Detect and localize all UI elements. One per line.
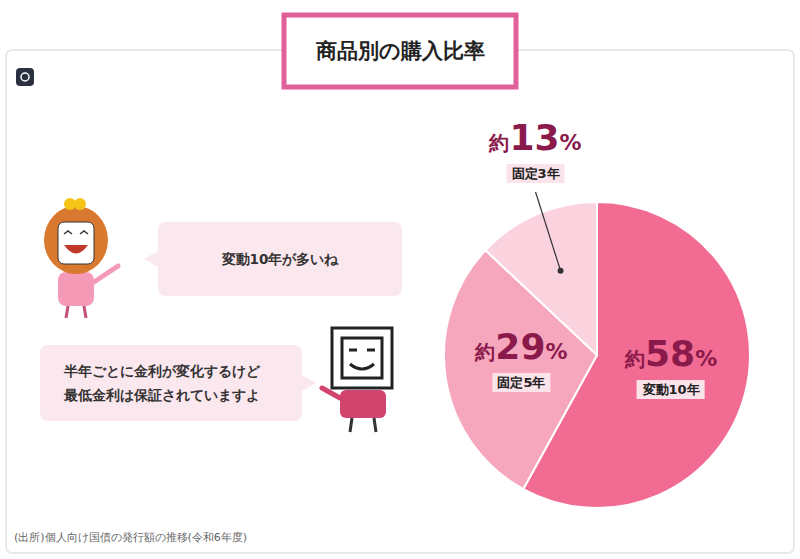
category-label: 固定3年: [512, 166, 560, 181]
girl-mouth: [64, 245, 88, 254]
data-label: 約58%: [624, 333, 717, 374]
data-label-part: 約: [474, 340, 495, 364]
data-label-part: %: [695, 346, 717, 371]
labels: 約58%変動10年約29%固定5年約13%固定3年: [474, 117, 717, 399]
data-label-part: 約: [624, 347, 645, 371]
speech-bubble: 半年ごとに金利が変化するけど最低金利は保証されていますよ: [40, 345, 316, 421]
data-label-part: 58: [645, 333, 695, 374]
leader-dot: [558, 268, 564, 274]
annotation: 変動10年が多いね: [221, 251, 340, 267]
girl-leg: [84, 306, 86, 318]
category-label: 固定5年: [497, 375, 545, 390]
bubble-tail: [300, 374, 316, 392]
speech-bubble: 変動10年が多いね: [144, 222, 402, 296]
robot-arm: [322, 388, 340, 398]
girl-body: [58, 272, 94, 306]
annotation: 半年ごとに金利が変化するけど最低金利は保証されていますよ: [63, 363, 261, 403]
icon-mark: [21, 73, 29, 81]
robot-face: [349, 350, 375, 369]
robot-frame: [342, 338, 382, 378]
page-root: 商品別の購入比率約58%変動10年約29%固定5年約13%固定3年変動10年が多…: [0, 0, 800, 559]
annotation-line: 半年ごとに金利が変化するけど: [63, 363, 261, 379]
character-robot: [322, 328, 392, 432]
data-label-part: 約: [488, 131, 509, 155]
category-box: [637, 380, 705, 399]
annotation-line: 最低金利は保証されていますよ: [63, 387, 260, 403]
robot-leg: [350, 418, 352, 432]
girl-hair: [44, 206, 108, 274]
title: 商品別の購入比率: [315, 39, 485, 63]
data-label-part: %: [545, 339, 567, 364]
category-label: 変動10年: [642, 382, 700, 397]
frame: [6, 50, 794, 553]
pie: [444, 202, 750, 508]
leader-line: [536, 192, 561, 271]
girl-leg: [66, 306, 68, 318]
category-box: [507, 164, 565, 183]
robot-head: [332, 328, 392, 388]
chart-svg: 商品別の購入比率約58%変動10年約29%固定5年約13%固定3年変動10年が多…: [0, 0, 800, 559]
robot-body: [340, 390, 386, 418]
annotation-line: 変動10年が多いね: [221, 251, 340, 267]
girl-arm: [94, 266, 118, 282]
title-box: [284, 15, 516, 87]
source: (出所)個人向け国債の発行額の推移(令和6年度): [14, 531, 247, 544]
girl-face: [58, 222, 94, 264]
data-label: 約13%: [488, 117, 581, 158]
bubble-tail: [144, 250, 160, 268]
robot-leg: [374, 418, 376, 432]
girl-ribbon: [74, 198, 86, 210]
title-group: 商品別の購入比率: [284, 15, 516, 87]
data-label: 約29%: [474, 326, 567, 367]
character-girl: [44, 198, 118, 318]
data-label-part: 13: [509, 117, 559, 158]
icon: [16, 68, 34, 86]
bubble-body: [158, 222, 402, 296]
category-box: [492, 373, 550, 392]
girl-eyes: [64, 231, 88, 234]
data-label-part: %: [560, 130, 582, 155]
bubble-body: [40, 345, 302, 421]
data-label-part: 29: [495, 326, 545, 367]
